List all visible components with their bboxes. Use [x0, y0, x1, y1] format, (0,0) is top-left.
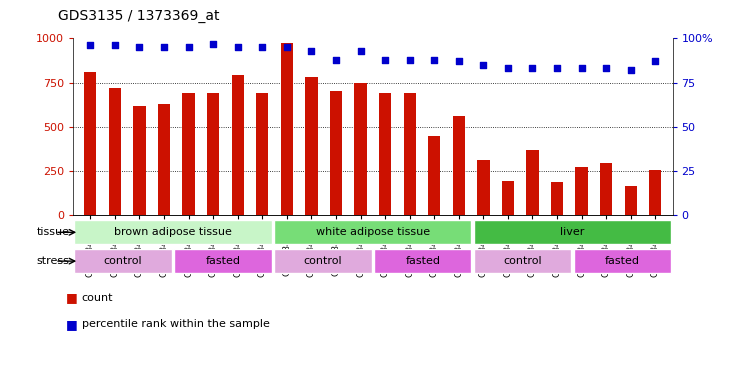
Text: stress: stress [37, 256, 69, 266]
Bar [109, 88, 121, 215]
Point [502, 65, 514, 71]
Point [526, 65, 538, 71]
Point [257, 44, 268, 50]
Text: fasted: fasted [605, 256, 640, 266]
Text: ■: ■ [66, 318, 77, 331]
Bar [274, 249, 371, 273]
Bar [452, 116, 465, 215]
Bar [133, 106, 145, 215]
Point [477, 62, 489, 68]
Text: control: control [104, 256, 143, 266]
Bar [75, 220, 272, 245]
Text: ■: ■ [66, 291, 77, 304]
Point [379, 56, 391, 63]
Bar [281, 43, 293, 215]
Point [306, 48, 317, 54]
Point [551, 65, 563, 71]
Bar [355, 83, 367, 215]
Text: control: control [303, 256, 342, 266]
Point [576, 65, 588, 71]
Point [355, 48, 366, 54]
Point [330, 56, 342, 63]
Text: fasted: fasted [205, 256, 240, 266]
Bar [374, 249, 471, 273]
Bar [428, 136, 440, 215]
Bar [183, 93, 194, 215]
Bar [232, 76, 244, 215]
Bar [649, 170, 662, 215]
Bar [75, 249, 172, 273]
Bar [501, 180, 514, 215]
Bar [404, 93, 416, 215]
Bar [551, 182, 563, 215]
Bar [274, 220, 471, 245]
Text: count: count [82, 293, 113, 303]
Bar [575, 167, 588, 215]
Point [404, 56, 415, 63]
Bar [330, 91, 342, 215]
Text: control: control [504, 256, 542, 266]
Point [600, 65, 612, 71]
Text: brown adipose tissue: brown adipose tissue [114, 227, 232, 237]
Point [208, 41, 219, 47]
Bar [379, 93, 391, 215]
Text: fasted: fasted [405, 256, 440, 266]
Bar [474, 249, 572, 273]
Point [428, 56, 440, 63]
Point [109, 42, 121, 48]
Bar [526, 150, 539, 215]
Point [625, 67, 637, 73]
Bar [600, 163, 613, 215]
Text: percentile rank within the sample: percentile rank within the sample [82, 319, 270, 329]
Text: white adipose tissue: white adipose tissue [316, 227, 430, 237]
Bar [207, 93, 219, 215]
Point [85, 42, 96, 48]
Bar [477, 160, 490, 215]
Point [232, 44, 243, 50]
Bar [174, 249, 272, 273]
Point [158, 44, 170, 50]
Text: liver: liver [561, 227, 585, 237]
Bar [624, 186, 637, 215]
Point [134, 44, 145, 50]
Bar [574, 249, 671, 273]
Text: tissue: tissue [37, 227, 69, 237]
Bar [84, 72, 96, 215]
Point [183, 44, 194, 50]
Bar [256, 93, 268, 215]
Bar [306, 77, 317, 215]
Bar [158, 104, 170, 215]
Point [649, 58, 661, 65]
Text: GDS3135 / 1373369_at: GDS3135 / 1373369_at [58, 9, 220, 23]
Point [453, 58, 465, 65]
Point [281, 44, 292, 50]
Bar [474, 220, 671, 245]
